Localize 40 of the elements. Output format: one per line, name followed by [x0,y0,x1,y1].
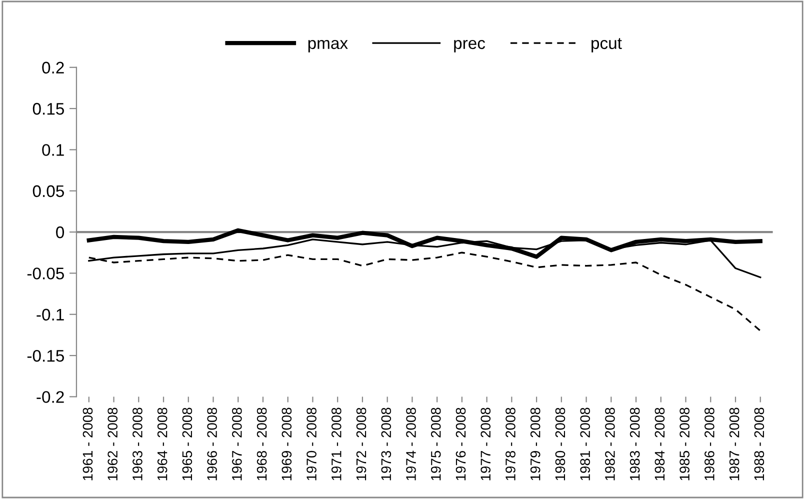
legend-label: pmax [308,40,348,52]
y-tick-label: -0.1 [36,308,64,321]
x-tick-label: 1977 - 2008 [480,408,491,480]
x-tick-label: 1982 - 2008 [605,408,615,480]
x-tick-label: 1966 - 2008 [207,408,217,480]
x-tick-label: 1969 - 2008 [282,408,292,480]
x-tick-label: 1972 - 2008 [356,408,366,480]
x-tick-label: 1965 - 2008 [182,408,192,480]
y-tick-label: -0.05 [27,268,64,280]
x-tick-label: 1979 - 2008 [530,408,540,480]
x-tick-label: 1963 - 2008 [132,408,142,480]
x-tick-label: 1974 - 2008 [406,408,416,480]
y-tick-label: -0.15 [27,350,64,362]
x-tick-label: 1967 - 2008 [232,408,242,480]
x-tick-label: 1970 - 2008 [306,408,316,480]
legend-label: pcut [592,38,622,52]
x-tick-label: 1964 - 2008 [157,408,168,480]
x-tick-label: 1985 - 2008 [680,408,690,480]
x-tick-label: 1987 - 2008 [729,408,740,480]
legend-label: prec [454,40,486,52]
x-tick-label: 1986 - 2008 [704,408,714,480]
x-tick-label: 1973 - 2008 [381,408,392,480]
y-tick-label: -0.2 [36,391,64,403]
y-tick-label: 0.15 [32,102,64,115]
y-tick-label: 0 [56,226,64,238]
y-tick-label: 0.2 [42,62,64,74]
x-tick-label: 1984 - 2008 [654,408,665,480]
x-tick-label: 1962 - 2008 [108,408,118,480]
x-tick-label: 1980 - 2008 [555,408,566,480]
x-tick-label: 1981 - 2008 [580,408,590,480]
x-tick-label: 1968 - 2008 [256,408,267,480]
x-tick-label: 1961 - 2008 [82,408,93,480]
y-tick-label: 0.1 [42,144,64,156]
y-tick-label: 0.05 [32,185,64,198]
x-tick-label: 1971 - 2008 [331,408,342,480]
x-tick-label: 1988 - 2008 [754,408,764,480]
x-tick-label: 1976 - 2008 [456,408,466,480]
x-tick-label: 1983 - 2008 [630,408,640,480]
x-tick-label: 1978 - 2008 [506,408,516,480]
x-tick-label: 1975 - 2008 [430,408,441,480]
